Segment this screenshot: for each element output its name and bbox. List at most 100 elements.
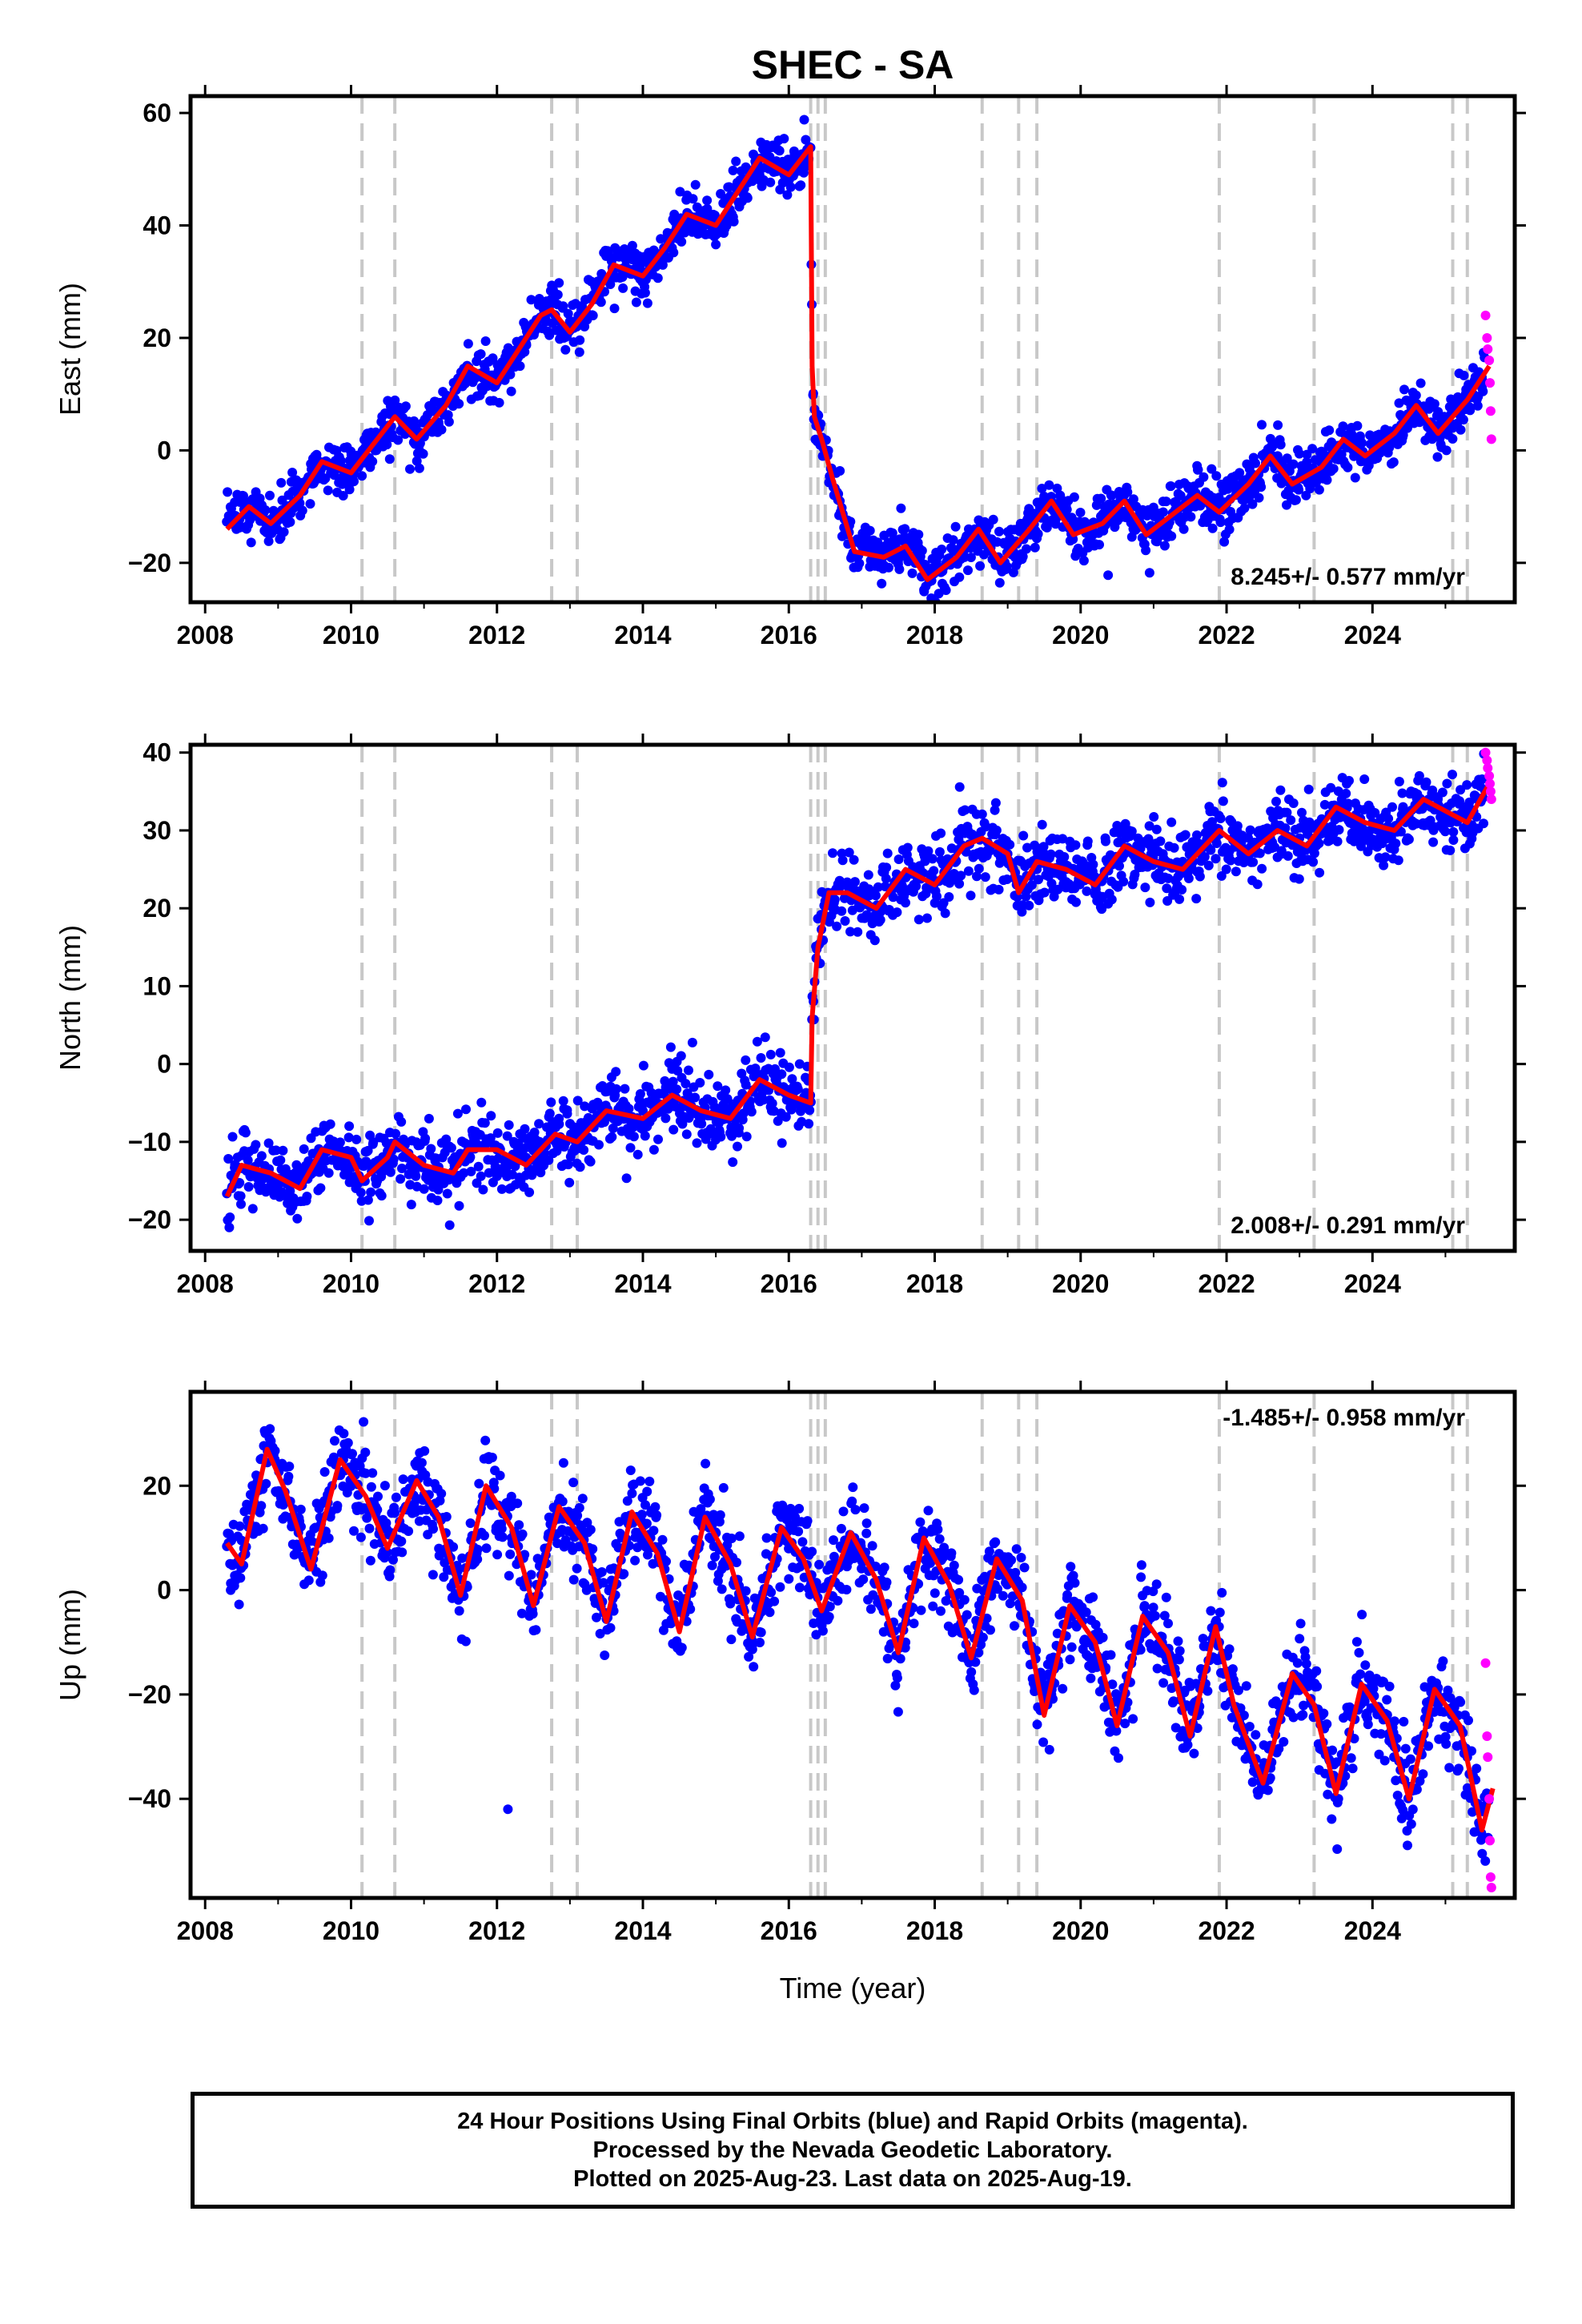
final-point-23 bbox=[915, 864, 926, 875]
final-point bbox=[485, 1133, 496, 1144]
final-point bbox=[279, 527, 289, 537]
x-tick-label-7: 2022 bbox=[1198, 621, 1255, 649]
final-point bbox=[752, 1036, 762, 1047]
final-point bbox=[480, 1435, 491, 1445]
final-point bbox=[575, 335, 585, 345]
final-point bbox=[677, 1642, 687, 1653]
final-point bbox=[531, 1625, 541, 1635]
final-point bbox=[1151, 824, 1162, 834]
final-point bbox=[755, 1638, 765, 1647]
final-point bbox=[235, 1573, 246, 1583]
final-point bbox=[397, 1164, 407, 1173]
final-point bbox=[1343, 798, 1353, 809]
final-point bbox=[418, 448, 428, 459]
final-point bbox=[1018, 552, 1028, 561]
final-point bbox=[605, 279, 616, 289]
final-point bbox=[611, 1084, 621, 1094]
final-point bbox=[1158, 507, 1168, 517]
final-point bbox=[357, 471, 367, 481]
final-point bbox=[1066, 1562, 1076, 1572]
final-point bbox=[1432, 452, 1443, 462]
final-point bbox=[480, 336, 491, 346]
final-point bbox=[775, 1047, 785, 1058]
final-point bbox=[635, 1089, 645, 1099]
x-tick-label-8: 2024 bbox=[1344, 1269, 1401, 1298]
final-point bbox=[881, 1577, 892, 1587]
final-point bbox=[1183, 873, 1194, 883]
final-point bbox=[323, 485, 333, 496]
final-point bbox=[459, 1168, 469, 1178]
final-point bbox=[1112, 821, 1122, 830]
final-point bbox=[1094, 540, 1104, 550]
final-point bbox=[1388, 457, 1399, 468]
final-point bbox=[966, 891, 976, 901]
final-point bbox=[1150, 1610, 1160, 1621]
final-point bbox=[385, 1565, 396, 1575]
final-point bbox=[512, 1498, 523, 1509]
final-point bbox=[936, 1606, 946, 1616]
final-point bbox=[1161, 1592, 1171, 1602]
final-point bbox=[234, 1599, 244, 1610]
panel-north: 2008 2010 2012 2014 2016 2018 2020 2022 2024−20−… bbox=[54, 734, 1526, 1298]
final-point bbox=[496, 1523, 507, 1534]
final-point bbox=[1350, 472, 1360, 483]
final-point bbox=[572, 1096, 583, 1106]
final-point bbox=[782, 190, 793, 200]
final-point bbox=[1152, 1663, 1162, 1674]
final-point bbox=[799, 115, 809, 125]
final-point bbox=[335, 1137, 345, 1148]
final-point bbox=[436, 1489, 447, 1499]
final-point bbox=[994, 526, 1004, 537]
final-point bbox=[1207, 464, 1217, 474]
final-point bbox=[669, 1124, 679, 1135]
final-point bbox=[1305, 484, 1315, 494]
final-point bbox=[454, 1606, 464, 1616]
final-point bbox=[642, 1486, 652, 1497]
final-point bbox=[749, 1662, 759, 1672]
final-point bbox=[1394, 398, 1404, 408]
final-point bbox=[1221, 864, 1231, 875]
final-point bbox=[463, 339, 473, 349]
final-point bbox=[825, 1602, 835, 1612]
final-point bbox=[367, 1468, 378, 1478]
final-point bbox=[994, 577, 1005, 588]
final-point bbox=[741, 1132, 752, 1142]
final-point bbox=[1332, 836, 1343, 846]
final-point bbox=[741, 1080, 751, 1090]
final-point bbox=[814, 1559, 825, 1570]
final-point bbox=[1106, 1650, 1116, 1660]
final-point bbox=[787, 1074, 797, 1084]
final-point bbox=[396, 1174, 406, 1184]
final-point bbox=[1082, 836, 1093, 846]
final-point bbox=[892, 907, 902, 918]
final-point bbox=[1022, 544, 1031, 554]
final-point bbox=[1239, 503, 1250, 513]
final-point bbox=[746, 1107, 757, 1117]
final-point bbox=[1219, 537, 1230, 547]
final-point bbox=[240, 1128, 251, 1138]
final-point-23 bbox=[893, 552, 903, 562]
final-point bbox=[424, 1113, 434, 1124]
final-point bbox=[688, 194, 698, 204]
final-point bbox=[319, 1467, 330, 1477]
final-point bbox=[1090, 1619, 1101, 1630]
final-point bbox=[1218, 796, 1228, 806]
final-point bbox=[1203, 1686, 1213, 1696]
final-point bbox=[484, 1168, 494, 1178]
final-point bbox=[1044, 1744, 1054, 1755]
final-point bbox=[385, 1167, 396, 1177]
final-point bbox=[1136, 1560, 1146, 1570]
final-point bbox=[760, 1032, 770, 1043]
final-point bbox=[504, 1570, 514, 1581]
final-point bbox=[1120, 1719, 1130, 1729]
final-point bbox=[396, 1116, 407, 1127]
final-point bbox=[1034, 875, 1043, 885]
final-point bbox=[802, 1516, 813, 1526]
final-point bbox=[661, 1556, 671, 1566]
final-point bbox=[665, 1042, 676, 1052]
final-point bbox=[657, 259, 668, 270]
final-point bbox=[1308, 857, 1319, 867]
plot-area bbox=[191, 1392, 1515, 1898]
x-tick-label-3: 2014 bbox=[614, 621, 671, 649]
